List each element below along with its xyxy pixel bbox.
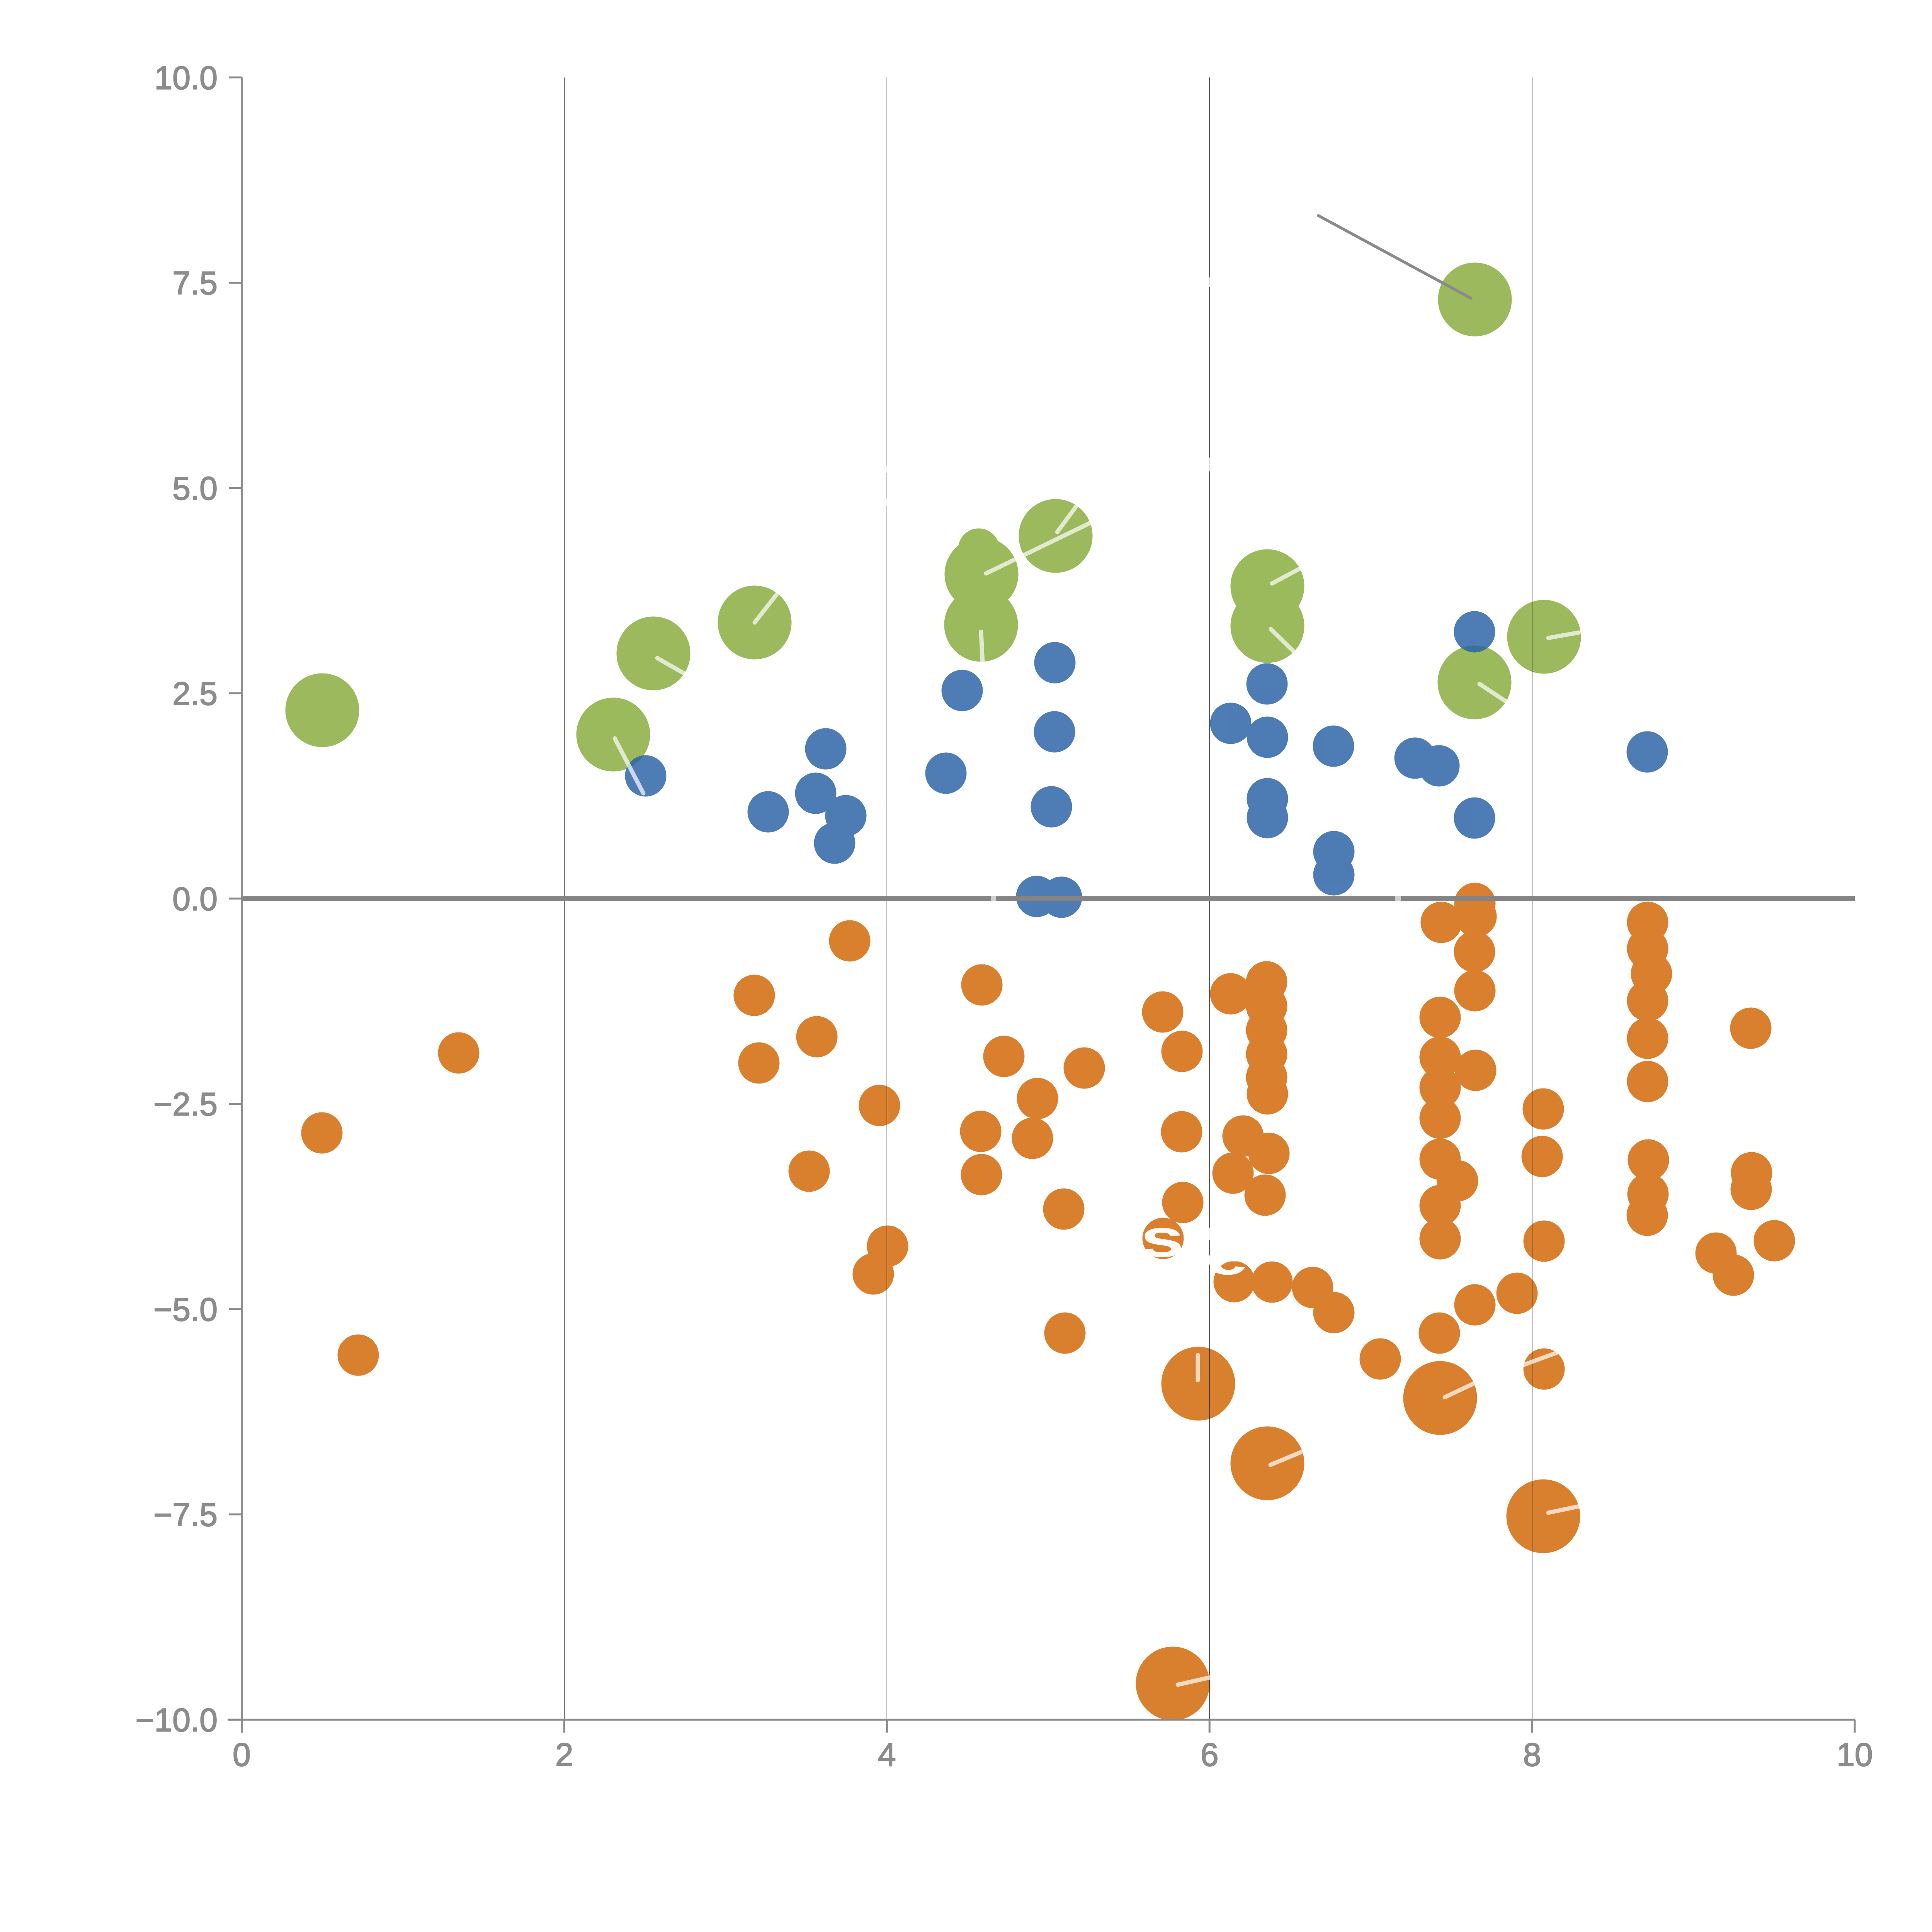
svg-text:6: 6 [1201, 1736, 1219, 1773]
svg-text:2: 2 [555, 1736, 573, 1773]
svg-text:2.5: 2.5 [172, 675, 218, 712]
svg-text:8: 8 [1523, 1736, 1541, 1773]
svg-text:0.0: 0.0 [172, 881, 218, 917]
svg-text:10.0: 10.0 [155, 60, 218, 96]
svg-text:−7.5: −7.5 [153, 1497, 218, 1533]
svg-text:e: e [1206, 1225, 1248, 1286]
svg-text:s: s [1140, 1208, 1184, 1268]
svg-text:−10.0: −10.0 [135, 1702, 218, 1738]
svg-text:−2.5: −2.5 [153, 1086, 218, 1122]
svg-text:−5.0: −5.0 [153, 1291, 218, 1328]
svg-text:4: 4 [878, 1736, 896, 1773]
svg-text:0: 0 [233, 1736, 251, 1773]
svg-text:5.0: 5.0 [172, 470, 218, 507]
svg-text:10: 10 [1837, 1736, 1872, 1773]
svg-text:7.5: 7.5 [172, 265, 218, 301]
